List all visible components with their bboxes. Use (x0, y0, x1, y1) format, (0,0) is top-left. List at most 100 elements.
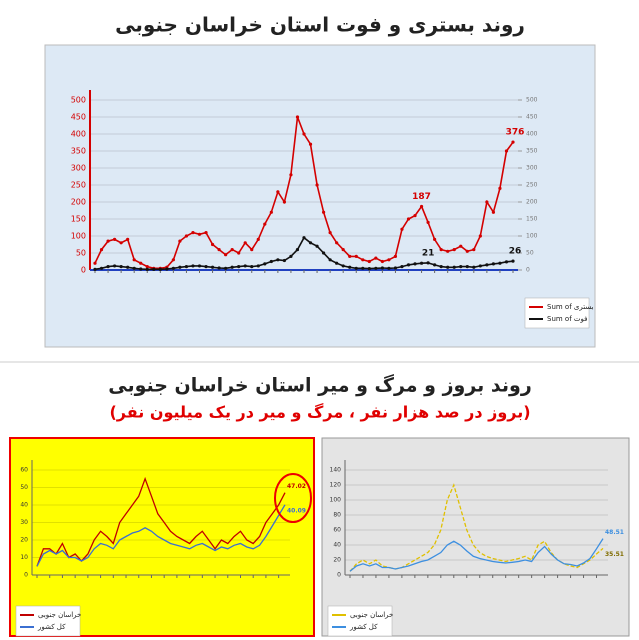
series-point (302, 132, 306, 136)
series-point (478, 264, 482, 268)
series-point (171, 258, 175, 262)
legend-label: کل کشور (349, 623, 378, 631)
series-point (184, 234, 189, 238)
series-point (446, 265, 450, 269)
series-point (263, 262, 267, 266)
series-point (308, 142, 313, 146)
series-point (106, 239, 110, 243)
y-tick-label: 200 (71, 198, 86, 207)
series-point (341, 264, 345, 268)
series-point (374, 256, 378, 260)
value-label: 26 (509, 247, 522, 257)
series-point (178, 239, 182, 243)
series-point (204, 231, 208, 235)
series-point (295, 248, 300, 252)
series-point (426, 220, 430, 224)
y-tick-label: 120 (330, 482, 342, 489)
y-tick-label: 300 (71, 164, 86, 173)
series-point (269, 210, 273, 214)
series-point (152, 267, 156, 271)
value-label: 21 (422, 248, 435, 258)
y-tick-label: 50 (76, 249, 86, 258)
series-point (491, 210, 496, 214)
series-point (498, 186, 502, 190)
series-line (36, 476, 286, 567)
series-point (132, 266, 136, 270)
series-point (256, 264, 260, 268)
series-point (465, 249, 469, 253)
y-tick-label: 30 (20, 519, 28, 526)
series-point (387, 258, 391, 262)
y-tick-label: 140 (330, 467, 342, 474)
series-point (354, 254, 358, 258)
series-point (256, 237, 260, 241)
series-point (132, 258, 136, 262)
series-point (276, 190, 280, 194)
series-point (315, 183, 319, 187)
series-point (413, 262, 417, 266)
legend-label: Sum of بستری (547, 303, 594, 311)
legend-label: Sum of فوت (547, 315, 587, 323)
series-point (230, 265, 234, 269)
series-point (243, 264, 247, 268)
series-point (472, 265, 476, 269)
y2-tick-label: 200 (526, 199, 538, 206)
series-point (93, 267, 97, 271)
series-point (99, 248, 104, 252)
series-point (224, 266, 228, 270)
series-point (433, 237, 437, 241)
y-tick-label: 250 (71, 181, 86, 190)
y-tick-label: 0 (337, 572, 341, 579)
y2-tick-label: 0 (526, 267, 530, 274)
series-point (328, 231, 332, 235)
series-point (230, 248, 234, 252)
series-point (269, 259, 273, 264)
y-tick-label: 40 (20, 502, 28, 509)
series-point (139, 267, 143, 271)
series-point (361, 266, 365, 270)
series-point (380, 266, 384, 270)
y-tick-label: 100 (71, 232, 86, 241)
y2-tick-label: 500 (526, 97, 538, 104)
series-point (498, 261, 502, 265)
series-point (465, 265, 469, 269)
series-point (250, 248, 254, 252)
y2-tick-label: 300 (526, 165, 538, 172)
series-point (93, 261, 97, 265)
series-point (315, 244, 319, 248)
series-point (237, 251, 241, 255)
value-label: 187 (412, 192, 431, 202)
series-point (459, 244, 463, 248)
y-tick-label: 0 (24, 572, 28, 579)
series-point (485, 263, 489, 267)
series-point (217, 266, 221, 270)
legend-box (15, 605, 81, 637)
series-point (439, 265, 443, 269)
series-point (119, 265, 123, 269)
series-point (426, 261, 430, 265)
chart-panel (9, 437, 315, 637)
value-label: 35.51 (605, 551, 624, 558)
series-point (295, 115, 300, 119)
y-tick-label: 100 (330, 497, 342, 504)
series-point (439, 248, 443, 252)
value-label: 40.09 (287, 507, 306, 514)
series-point (112, 264, 117, 268)
legend-box (327, 605, 393, 637)
series-line (349, 538, 604, 572)
y-tick-label: 60 (20, 467, 28, 474)
series-point (126, 237, 130, 241)
value-label: 48.51 (605, 529, 624, 536)
series-point (282, 258, 287, 263)
series-point (387, 266, 391, 270)
y-tick-label: 350 (71, 147, 86, 156)
series-point (459, 265, 463, 269)
series-point (400, 227, 404, 231)
value-label: 376 (506, 128, 525, 138)
series-point (413, 214, 417, 218)
series-point (400, 265, 404, 269)
y2-tick-label: 50 (526, 250, 534, 257)
series-point (145, 265, 149, 269)
series-point (145, 267, 149, 271)
series-point (354, 266, 358, 270)
